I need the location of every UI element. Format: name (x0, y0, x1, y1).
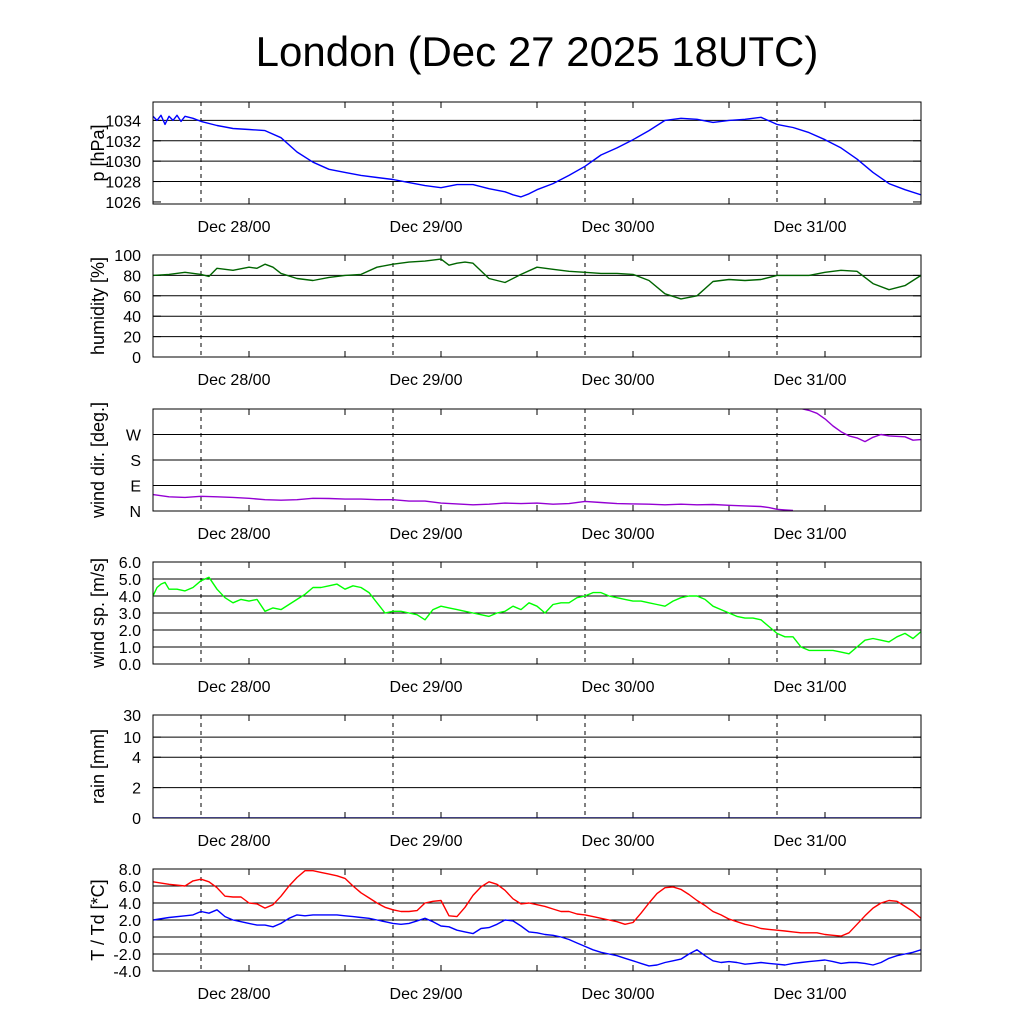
wind-speed-date-label: Dec 30/00 (582, 679, 655, 696)
humidity-ytick-label: 100 (114, 248, 141, 265)
temperature-ylabel: T / Td [*C] (88, 879, 108, 960)
wind-speed-ylabel: wind sp. [m/s] (88, 558, 108, 669)
panel-wind-dir: Dec 28/00 Dec 29/00 Dec 30/00 Dec 31/00 NESW… (88, 402, 922, 543)
temperature-series-line-2 (153, 909, 921, 967)
temperature-ytick-label: 2.0 (119, 913, 141, 930)
panel-temperature: Dec 28/00 Dec 29/00 Dec 30/00 Dec 31/00 -4.0… (88, 862, 922, 1003)
rain-ytick-label: 10 (123, 730, 141, 747)
wind-speed-date-label: Dec 29/00 (390, 679, 463, 696)
rain-ytick-label: 0 (132, 811, 141, 828)
wind-speed-series-group (153, 576, 921, 655)
temperature-date-label: Dec 28/00 (198, 986, 271, 1003)
humidity-series-line-1 (153, 258, 921, 300)
temperature-ytick-label: 6.0 (119, 879, 141, 896)
humidity-ytick-label: 20 (123, 330, 141, 347)
pressure-ytick-label: 1034 (105, 113, 141, 130)
temperature-date-label: Dec 29/00 (390, 986, 463, 1003)
rain-ytick-label: 30 (123, 708, 141, 725)
wind-dir-series-line-2 (799, 409, 921, 443)
temperature-ytick-label: 0.0 (119, 930, 141, 947)
temperature-date-label: Dec 30/00 (582, 986, 655, 1003)
rain-ytick-label: 2 (132, 781, 141, 798)
temperature-ytick-label: 8.0 (119, 862, 141, 879)
humidity-date-label: Dec 30/00 (582, 372, 655, 389)
humidity-ytick-label: 0 (132, 350, 141, 367)
humidity-date-label: Dec 31/00 (774, 372, 847, 389)
pressure-date-label: Dec 29/00 (390, 219, 463, 236)
wind-dir-date-label: Dec 30/00 (582, 526, 655, 543)
humidity-ytick-label: 80 (123, 268, 141, 285)
wind-dir-date-label: Dec 31/00 (774, 526, 847, 543)
chart-title: London (Dec 27 2025 18UTC) (256, 28, 819, 75)
pressure-series-line-1 (153, 114, 921, 198)
wind-speed-ytick-label: 1.0 (119, 640, 141, 657)
pressure-series-group (153, 114, 921, 198)
wind-speed-ytick-label: 5.0 (119, 572, 141, 589)
pressure-frame (152, 101, 922, 205)
pressure-date-label: Dec 28/00 (198, 219, 271, 236)
temperature-ytick-label: 4.0 (119, 896, 141, 913)
humidity-ylabel: humidity [%] (88, 257, 108, 355)
rain-date-label: Dec 29/00 (390, 833, 463, 850)
panel-pressure: Dec 28/00 Dec 29/00 Dec 30/00 Dec 31/00 1026… (88, 101, 922, 236)
wind-speed-date-label: Dec 28/00 (198, 679, 271, 696)
pressure-ytick-label: 1028 (105, 175, 141, 192)
temperature-ytick-label: -4.0 (113, 964, 141, 981)
wind-speed-frame (152, 561, 922, 665)
wind-dir-date-label: Dec 29/00 (390, 526, 463, 543)
humidity-ytick-label: 40 (123, 309, 141, 326)
wind-speed-ytick-label: 0.0 (119, 657, 141, 674)
pressure-ytick-label: 1030 (105, 154, 141, 171)
rain-ylabel: rain [mm] (88, 729, 108, 804)
humidity-date-label: Dec 28/00 (198, 372, 271, 389)
rain-date-label: Dec 31/00 (774, 833, 847, 850)
temperature-series-group (153, 870, 921, 967)
wind-speed-ytick-label: 2.0 (119, 623, 141, 640)
humidity-series-group (153, 258, 921, 300)
temperature-date-label: Dec 31/00 (774, 986, 847, 1003)
pressure-ylabel: p [hPa] (88, 124, 108, 181)
wind-dir-date-label: Dec 28/00 (198, 526, 271, 543)
pressure-date-label: Dec 31/00 (774, 219, 847, 236)
rain-frame (152, 714, 922, 819)
wind-speed-series-line-1 (153, 576, 921, 655)
humidity-ytick-label: 60 (123, 289, 141, 306)
temperature-series-line-1 (153, 870, 921, 937)
wind-dir-series-line-1 (153, 493, 794, 511)
wind-dir-ytick-label: N (129, 504, 141, 521)
wind-dir-frame (152, 408, 922, 512)
wind-speed-ytick-label: 4.0 (119, 589, 141, 606)
pressure-date-label: Dec 30/00 (582, 219, 655, 236)
wind-dir-ylabel: wind dir. [deg.] (88, 402, 108, 519)
temperature-ytick-label: -2.0 (113, 947, 141, 964)
wind-speed-date-label: Dec 31/00 (774, 679, 847, 696)
wind-dir-ytick-label: W (126, 428, 142, 445)
panel-rain: Dec 28/00 Dec 29/00 Dec 30/00 Dec 31/00 0 2 4 1… (88, 708, 922, 850)
temperature-frame (152, 868, 922, 972)
rain-ytick-label: 4 (132, 750, 141, 767)
panel-humidity: Dec 28/00 Dec 29/00 Dec 30/00 Dec 31/00 0 20 4… (88, 248, 922, 389)
rain-date-label: Dec 28/00 (198, 833, 271, 850)
humidity-frame (152, 254, 922, 358)
pressure-ytick-label: 1026 (105, 195, 141, 212)
wind-speed-ytick-label: 3.0 (119, 606, 141, 623)
wind-dir-series-group (153, 409, 921, 511)
panels: Dec 28/00 Dec 29/00 Dec 30/00 Dec 31/001026… (88, 101, 922, 1003)
rain-date-label: Dec 30/00 (582, 833, 655, 850)
wind-dir-ytick-label: E (130, 479, 141, 496)
panel-wind-speed: Dec 28/00 Dec 29/00 Dec 30/00 Dec 31/00 0.01… (88, 555, 922, 696)
pressure-ytick-label: 1032 (105, 134, 141, 151)
wind-speed-ytick-label: 6.0 (119, 555, 141, 572)
humidity-date-label: Dec 29/00 (390, 372, 463, 389)
wind-dir-ytick-label: S (130, 453, 141, 470)
